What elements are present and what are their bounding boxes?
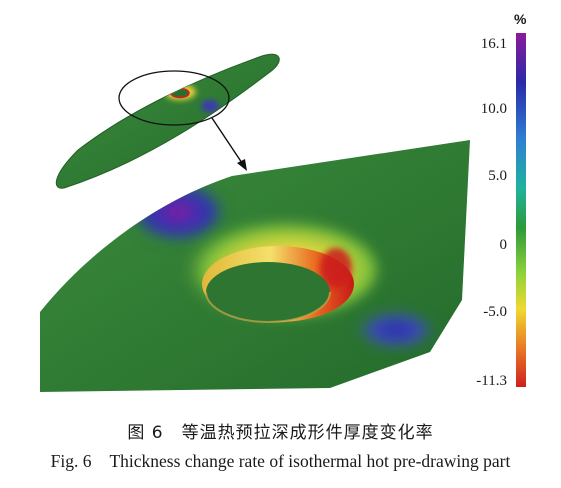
magnifier-arrow-line <box>211 117 245 167</box>
caption-en-label: Fig. 6 <box>50 451 92 471</box>
thinning-zone-bottom <box>352 308 440 352</box>
overview-hole <box>170 87 190 99</box>
caption-chinese: 图 6 等温热预拉深成形件厚度变化率 <box>0 418 561 443</box>
overview-thinning-zone-2 <box>201 100 219 112</box>
colorbar-tick: -5.0 <box>483 304 507 320</box>
thickness-figure: % 16.1 10.0 5.0 0 -5.0 -11.3 <box>40 11 527 392</box>
colorbar-tick: 0 <box>500 237 508 253</box>
hole-floor-edge <box>205 291 331 323</box>
caption-english: Fig. 6 Thickness change rate of isotherma… <box>0 451 561 472</box>
magnifier-ellipse <box>118 70 230 126</box>
magnifier-arrow-head <box>237 159 247 171</box>
colorbar-tick: 5.0 <box>488 168 507 184</box>
colorbar-tick: -11.3 <box>476 373 507 389</box>
colorbar-tick: 10.0 <box>481 101 507 117</box>
hole-floor <box>206 262 330 322</box>
colorbar-unit: % <box>514 11 527 27</box>
enlarged-part <box>40 140 470 392</box>
hole-hot-spot <box>320 248 352 288</box>
caption-en-text: Thickness change rate of isothermal hot … <box>109 451 511 471</box>
colorbar-bar <box>516 33 526 387</box>
caption-zh-text: 等温热预拉深成形件厚度变化率 <box>181 423 434 443</box>
colorbar: % 16.1 10.0 5.0 0 -5.0 -11.3 <box>476 11 527 389</box>
caption-zh-label: 图 6 <box>127 423 164 443</box>
colorbar-tick: 16.1 <box>481 36 507 52</box>
